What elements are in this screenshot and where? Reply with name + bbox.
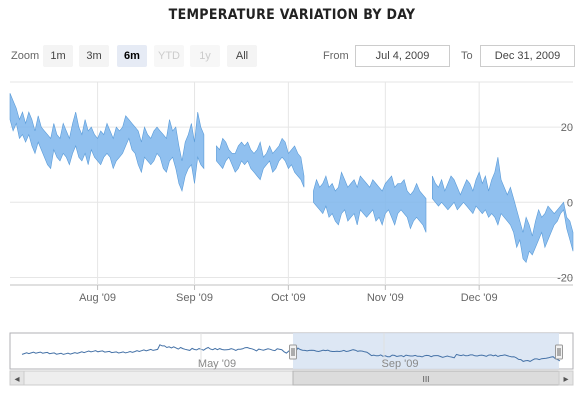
temperature-range-band [432, 157, 574, 264]
scrollbar-left-button[interactable] [9, 370, 25, 386]
y-tick-label: -20 [557, 272, 573, 284]
zoom-ytd-button[interactable]: YTD [154, 45, 184, 67]
temperature-range-band [216, 137, 305, 188]
zoom-label: Zoom [11, 50, 40, 62]
scrollbar-right-button[interactable] [558, 370, 574, 386]
navigator-tick-label: May '09 [198, 358, 236, 370]
zoom-3m-button[interactable]: 3m [79, 45, 109, 67]
temperature-range-band [313, 171, 427, 233]
x-tick-label: Oct '09 [271, 292, 306, 304]
x-tick-label: Aug '09 [79, 292, 116, 304]
x-tick-label: Nov '09 [367, 292, 404, 304]
scrollbar-grip-icon: III [422, 375, 429, 384]
navigator-left-handle[interactable] [289, 344, 297, 360]
zoom-all-button[interactable]: All [227, 45, 257, 67]
x-tick-label: Sep '09 [176, 292, 213, 304]
from-label: From [323, 50, 349, 62]
x-tick-label: Dec '09 [461, 292, 498, 304]
y-tick-label: 20 [561, 122, 573, 134]
to-label: To [461, 50, 473, 62]
zoom-1m-button[interactable]: 1m [43, 45, 73, 67]
right-arrow-icon: ▸ [563, 374, 568, 385]
temperature-range-band [9, 93, 205, 193]
chart-title: TEMPERATURE VARIATION BY DAY [168, 7, 416, 23]
y-tick-label: 0 [567, 197, 573, 209]
left-arrow-icon: ◂ [14, 374, 19, 385]
navigator-tick-label: Sep '09 [382, 358, 419, 370]
to-date-input[interactable]: Dec 31, 2009 [480, 45, 575, 67]
from-date-input[interactable]: Jul 4, 2009 [355, 45, 450, 67]
navigator-right-handle[interactable] [555, 344, 563, 360]
zoom-6m-button[interactable]: 6m [117, 45, 147, 67]
zoom-1y-button[interactable]: 1y [190, 45, 220, 67]
